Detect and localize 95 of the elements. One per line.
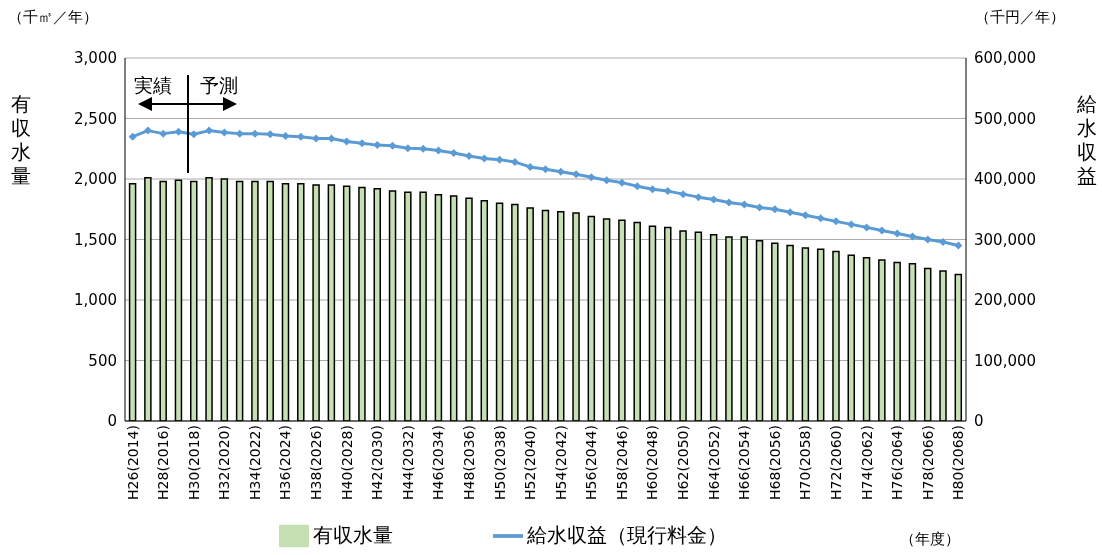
y-tick-label: 500 <box>88 351 117 370</box>
x-tick-label: H34(2022) <box>246 425 263 500</box>
point <box>220 128 229 137</box>
point <box>587 173 596 182</box>
point <box>419 144 428 153</box>
text: （年度） <box>900 530 960 549</box>
point <box>633 182 642 191</box>
point <box>373 141 382 150</box>
x-tick-label: H32(2020) <box>216 425 233 500</box>
y-tick-label: 2,500 <box>74 109 117 128</box>
point <box>648 185 657 194</box>
point <box>862 223 871 232</box>
y2-tick-label: 600,000 <box>974 49 1037 68</box>
legend-label: 有収水量 <box>313 522 393 547</box>
y2-tick-label: 100,000 <box>974 351 1037 370</box>
y-tick-label: 2,000 <box>74 170 117 189</box>
point <box>174 127 183 136</box>
y-tick-label: 1,000 <box>74 291 117 310</box>
x-tick-label: H68(2056) <box>766 425 783 500</box>
x-tick-label: H70(2058) <box>797 425 814 500</box>
point <box>358 139 367 148</box>
x-tick-label: H56(2044) <box>583 425 600 500</box>
x-tick-label: H28(2016) <box>155 425 172 500</box>
x-tick-label: H36(2024) <box>277 425 294 500</box>
x-tick-label: H72(2060) <box>827 425 844 500</box>
point <box>847 220 856 229</box>
point <box>786 208 795 217</box>
annotation: 実績 <box>134 73 172 98</box>
point <box>143 126 152 135</box>
x-tick-label: H50(2038) <box>491 425 508 500</box>
text: （千㎥／年） <box>8 8 98 27</box>
point <box>617 178 626 187</box>
y2-tick-label: 200,000 <box>974 291 1037 310</box>
x-tick-label: H44(2032) <box>399 425 416 500</box>
point <box>403 144 412 153</box>
x-tick-label: H66(2054) <box>736 425 753 500</box>
x-tick-label: H42(2030) <box>369 425 386 500</box>
point <box>556 167 565 176</box>
point <box>740 200 749 209</box>
y-tick-label: 3,000 <box>74 49 117 68</box>
point <box>602 176 611 185</box>
x-tick-label: H62(2050) <box>675 425 692 500</box>
point <box>572 170 581 179</box>
point <box>954 241 963 250</box>
point <box>679 190 688 199</box>
point <box>832 217 841 226</box>
point <box>923 235 932 244</box>
y-tick-label: 1,500 <box>74 230 117 249</box>
point <box>801 211 810 220</box>
x-tick-label: H74(2062) <box>858 425 875 500</box>
point <box>205 126 214 135</box>
x-tick-label: H30(2018) <box>185 425 202 500</box>
point <box>189 130 198 139</box>
annotation: 予測 <box>200 73 238 98</box>
x-tick-label: H26(2014) <box>124 425 141 500</box>
point <box>893 229 902 238</box>
x-tick-label: H64(2052) <box>705 425 722 500</box>
point <box>480 154 489 163</box>
x-tick-label: H80(2068) <box>950 425 967 500</box>
point <box>755 203 764 212</box>
point <box>235 129 244 138</box>
point <box>266 130 275 139</box>
point <box>281 132 290 141</box>
x-tick-label: H38(2026) <box>308 425 325 500</box>
y-tick-label: 0 <box>107 412 117 431</box>
point <box>159 129 168 138</box>
x-tick-label: H52(2040) <box>522 425 539 500</box>
x-tick-label: H46(2034) <box>430 425 447 500</box>
x-tick-label: H58(2046) <box>613 425 630 500</box>
x-tick-label: H48(2036) <box>460 425 477 500</box>
point <box>939 237 948 246</box>
point <box>724 198 733 207</box>
point <box>908 232 917 241</box>
y2-tick-label: 0 <box>974 412 984 431</box>
text: （千円／年） <box>975 8 1065 27</box>
point <box>709 195 718 204</box>
x-tick-label: H60(2048) <box>644 425 661 500</box>
point <box>342 137 351 146</box>
x-tick-label: H54(2042) <box>552 425 569 500</box>
point <box>816 214 825 223</box>
y2-axis-title: 給水収益 <box>1076 92 1098 188</box>
point <box>694 193 703 202</box>
x-tick-label: H76(2064) <box>889 425 906 500</box>
y-axis-title: 有収水量 <box>10 92 32 188</box>
point <box>877 226 886 235</box>
point <box>770 205 779 214</box>
point <box>128 132 137 141</box>
point <box>434 146 443 155</box>
x-tick-label: H40(2028) <box>338 425 355 500</box>
y2-tick-label: 300,000 <box>974 230 1037 249</box>
x-tick-label: H78(2066) <box>919 425 936 500</box>
y2-tick-label: 500,000 <box>974 109 1037 128</box>
y2-tick-label: 400,000 <box>974 170 1037 189</box>
point <box>541 165 550 174</box>
legend-label: 給水収益（現行料金） <box>527 522 727 547</box>
